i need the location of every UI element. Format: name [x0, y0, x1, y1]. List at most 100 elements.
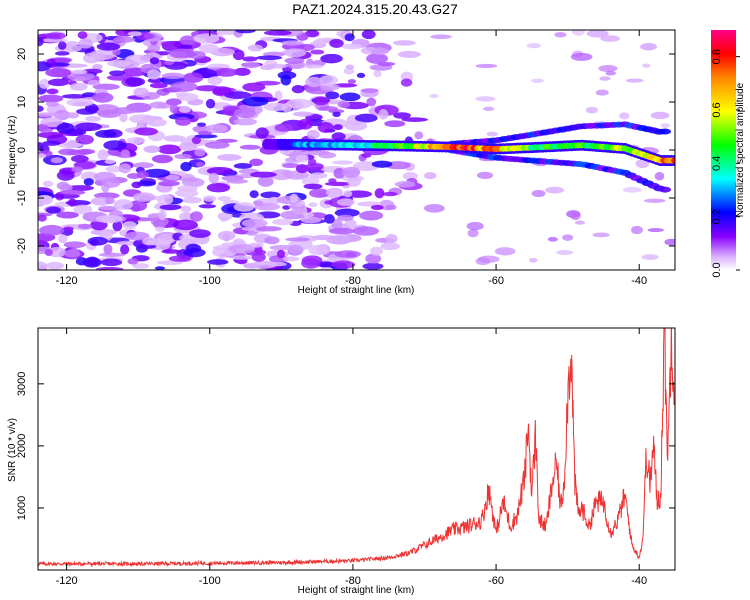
noise-blob [303, 212, 314, 218]
noise-blob [528, 257, 538, 263]
noise-blob [329, 38, 344, 48]
noise-blob [56, 122, 76, 134]
y-tick-label: 20 [16, 48, 28, 60]
noise-blob [392, 40, 416, 46]
noise-blob [66, 112, 80, 119]
noise-blob [147, 44, 161, 52]
noise-blob [107, 59, 132, 68]
noise-blob [356, 72, 366, 79]
noise-blob [545, 186, 565, 194]
noise-blob [326, 187, 343, 197]
spectrogram-y-axis-title: Frequency (Hz) [7, 116, 18, 185]
noise-blob [133, 87, 149, 98]
noise-blob [217, 154, 242, 161]
noise-blob [119, 111, 128, 123]
noise-blob [154, 266, 165, 270]
noise-blob [122, 221, 137, 230]
sideband-blob [658, 128, 671, 135]
noise-blob [308, 202, 318, 207]
noise-blob [126, 136, 146, 145]
x-tick-label: -80 [345, 275, 361, 287]
noise-blob [235, 30, 256, 34]
noise-blob [286, 98, 313, 109]
colorbar-tick-label: 0.8 [711, 49, 723, 64]
noise-blob [265, 262, 287, 267]
noise-blob [650, 111, 670, 120]
noise-blob [161, 249, 181, 254]
noise-blob [105, 197, 115, 205]
snr-panel: -120 -100 -80 -60 -40 1000 2000 3000 Height of… [7, 327, 676, 596]
y-tick-label: -20 [16, 238, 28, 254]
noise-blob [334, 250, 362, 258]
noise-blob [264, 63, 288, 69]
noise-blob [113, 107, 138, 114]
noise-blob [92, 83, 120, 91]
chart-title: PAZ1.2024.315.20.43.G27 [292, 1, 458, 17]
noise-blob [63, 142, 84, 148]
noise-blob [56, 211, 79, 219]
noise-blob [147, 69, 161, 80]
noise-blob [233, 202, 255, 212]
noise-blob [476, 171, 494, 180]
noise-blob [207, 76, 223, 85]
noise-blob [305, 163, 324, 171]
noise-blob [255, 127, 269, 139]
noise-blob [382, 191, 398, 197]
noise-blob [341, 43, 363, 50]
snr-x-ticks: -120 -100 -80 -60 -40 [56, 328, 647, 587]
noise-blob [336, 198, 356, 206]
noise-blob [319, 83, 340, 91]
noise-blob [180, 205, 192, 213]
noise-blob [337, 214, 354, 221]
noise-blob [100, 258, 123, 267]
noise-blob [570, 52, 593, 61]
noise-blob [101, 177, 121, 188]
noise-blob [334, 208, 360, 218]
noise-blob [85, 256, 100, 267]
noise-blob [87, 236, 108, 246]
noise-blob [47, 78, 70, 87]
noise-blob [324, 181, 351, 187]
noise-blob [378, 109, 389, 120]
x-tick-label: -40 [631, 275, 647, 287]
noise-blob [267, 196, 281, 205]
noise-blob [157, 210, 167, 221]
noise-blob [347, 79, 357, 84]
noise-blob [660, 123, 671, 128]
noise-blob [98, 205, 120, 210]
noise-blob [282, 256, 300, 262]
noise-blob [195, 85, 221, 92]
noise-blob [287, 244, 304, 256]
noise-blob [254, 226, 282, 232]
noise-blob [397, 50, 421, 58]
noise-blob [169, 48, 193, 59]
noise-blob [331, 218, 343, 230]
noise-blob [343, 67, 355, 75]
noise-blob [291, 207, 305, 214]
noise-blob [39, 224, 65, 236]
noise-blob [654, 171, 665, 181]
y-tick-label: 2000 [16, 434, 28, 458]
noise-blob [347, 175, 361, 187]
colorbar: 0.0 0.2 0.4 0.6 0.8 Normalized spectral ampl… [711, 30, 746, 278]
noise-blob [466, 221, 484, 231]
noise-blob [249, 158, 264, 167]
noise-blob [320, 266, 333, 270]
noise-blob [664, 238, 675, 246]
noise-blob [127, 258, 139, 265]
noise-blob [328, 227, 355, 235]
noise-blob [112, 220, 123, 232]
noise-blob [165, 174, 180, 181]
sideband-blob [658, 186, 671, 193]
noise-blob [179, 35, 197, 46]
noise-blob [291, 84, 305, 94]
noise-blob [303, 64, 324, 69]
noise-blob [295, 164, 309, 174]
noise-blob [547, 236, 558, 242]
noise-blob [586, 30, 609, 38]
noise-blob [344, 120, 368, 131]
noise-blob [385, 233, 398, 244]
noise-blob [77, 31, 88, 39]
noise-blob [175, 91, 189, 97]
noise-blob [253, 200, 264, 206]
